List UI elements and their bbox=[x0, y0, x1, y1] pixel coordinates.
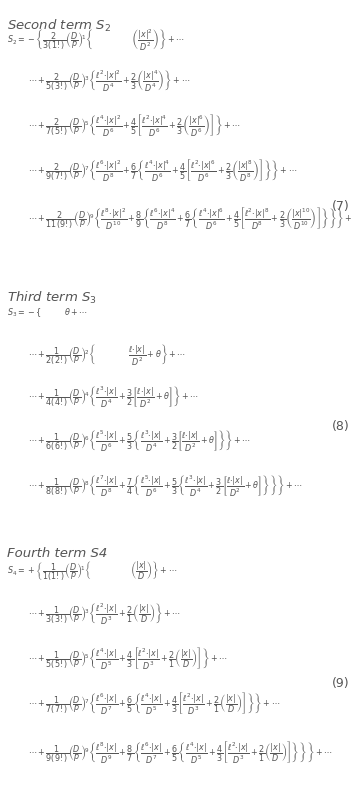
Text: $S_3 = -\{\qquad\quad\theta + \cdots$: $S_3 = -\{\qquad\quad\theta + \cdots$ bbox=[7, 306, 88, 319]
Text: $\cdots+\dfrac{1}{8(8!)}\left(\dfrac{D}{p}\right)^{\!8}\left\{\dfrac{\ell^7{\cdo: $\cdots+\dfrac{1}{8(8!)}\left(\dfrac{D}{… bbox=[28, 474, 303, 500]
Text: Fourth term S4: Fourth term S4 bbox=[7, 547, 107, 560]
Text: $\cdots+\dfrac{1}{3(3!)}\left(\dfrac{D}{p}\right)^{\!3}\left\{\dfrac{\ell^2{\cdo: $\cdots+\dfrac{1}{3(3!)}\left(\dfrac{D}{… bbox=[28, 602, 181, 627]
Text: $S_2 = -\left\{\dfrac{2}{3(1!)}\left(\dfrac{D}{p}\right)^{\!1}\left\{\qquad\qqua: $S_2 = -\left\{\dfrac{2}{3(1!)}\left(\df… bbox=[7, 27, 185, 53]
Text: $\cdots+\dfrac{2}{11(9!)}\left(\dfrac{D}{p}\right)^{\!9}\left\{\dfrac{\ell^8{\cd: $\cdots+\dfrac{2}{11(9!)}\left(\dfrac{D}… bbox=[28, 205, 353, 231]
Text: $\cdots+\dfrac{1}{5(5!)}\left(\dfrac{D}{p}\right)^{\!5}\left\{\dfrac{\ell^4{\cdo: $\cdots+\dfrac{1}{5(5!)}\left(\dfrac{D}{… bbox=[28, 645, 228, 670]
Text: Second term $S_2$: Second term $S_2$ bbox=[7, 18, 111, 34]
Text: $S_4 = +\left\{\dfrac{1}{1(1!)}\left(\dfrac{D}{p}\right)^{\!1}\left\{\qquad\qqua: $S_4 = +\left\{\dfrac{1}{1(1!)}\left(\df… bbox=[7, 559, 178, 583]
Text: Third term $S_3$: Third term $S_3$ bbox=[7, 290, 97, 306]
Text: (9): (9) bbox=[332, 677, 349, 690]
Text: $\cdots+\dfrac{1}{2(2!)}\left(\dfrac{D}{p}\right)^{\!2}\left\{\qquad\qquad\;\dfr: $\cdots+\dfrac{1}{2(2!)}\left(\dfrac{D}{… bbox=[28, 342, 186, 367]
Text: $\cdots+\dfrac{1}{7(7!)}\left(\dfrac{D}{p}\right)^{\!7}\left\{\dfrac{\ell^6{\cdo: $\cdots+\dfrac{1}{7(7!)}\left(\dfrac{D}{… bbox=[28, 690, 280, 715]
Text: $\cdots+\dfrac{1}{9(9!)}\left(\dfrac{D}{p}\right)^{\!9}\left\{\dfrac{\ell^8{\cdo: $\cdots+\dfrac{1}{9(9!)}\left(\dfrac{D}{… bbox=[28, 739, 333, 765]
Text: $\cdots+\dfrac{2}{5(3!)}\left(\dfrac{D}{p}\right)^{\!3}\left\{\dfrac{\ell^2{\cdo: $\cdots+\dfrac{2}{5(3!)}\left(\dfrac{D}{… bbox=[28, 69, 191, 95]
Text: $\cdots+\dfrac{1}{6(6!)}\left(\dfrac{D}{p}\right)^{\!6}\left\{\dfrac{\ell^5{\cdo: $\cdots+\dfrac{1}{6(6!)}\left(\dfrac{D}{… bbox=[28, 428, 251, 454]
Text: $\cdots+\dfrac{1}{4(4!)}\left(\dfrac{D}{p}\right)^{\!4}\left\{\dfrac{\ell^3{\cdo: $\cdots+\dfrac{1}{4(4!)}\left(\dfrac{D}{… bbox=[28, 385, 199, 411]
Text: $\cdots+\dfrac{2}{7(5!)}\left(\dfrac{D}{p}\right)^{\!5}\left\{\dfrac{\ell^4{\cdo: $\cdots+\dfrac{2}{7(5!)}\left(\dfrac{D}{… bbox=[28, 112, 241, 138]
Text: (8): (8) bbox=[332, 420, 349, 433]
Text: $\cdots+\dfrac{2}{9(7!)}\left(\dfrac{D}{p}\right)^{\!7}\left\{\dfrac{\ell^6{\cdo: $\cdots+\dfrac{2}{9(7!)}\left(\dfrac{D}{… bbox=[28, 157, 298, 183]
Text: (7): (7) bbox=[332, 200, 349, 213]
